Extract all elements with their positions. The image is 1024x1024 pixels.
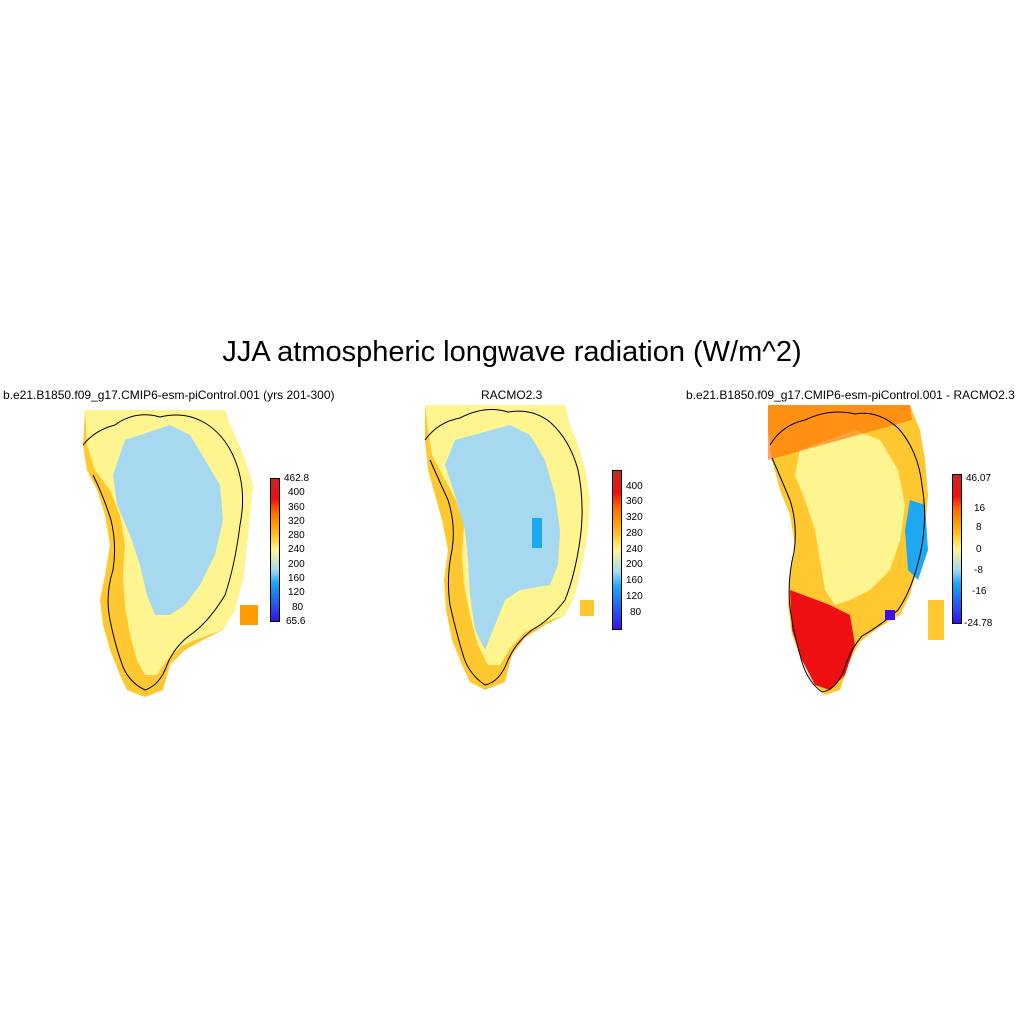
panel-1-cbar-label: 360 xyxy=(288,502,305,513)
panel-3-colorbar-gradient xyxy=(952,474,962,624)
panel-3-island xyxy=(928,600,944,640)
panel-1-cbar-label: 240 xyxy=(288,544,305,555)
panel-3-cbar-label: 16 xyxy=(974,503,986,514)
panel-1-cbar-label: 65.6 xyxy=(286,616,306,627)
panel-3-title: b.e21.B1850.f09_g17.CMIP6-esm-piControl.… xyxy=(686,388,1015,402)
panel-1-cbar-label: 200 xyxy=(288,559,305,570)
panel-3-cbar-label: -16 xyxy=(972,586,987,597)
panel-3-cbar-label: -8 xyxy=(974,565,983,576)
panel-2-cbar-label: 120 xyxy=(626,591,643,602)
panel-2-cbar-label: 400 xyxy=(626,481,643,492)
panel-3-east-cold xyxy=(905,500,928,580)
panel-2-cbar-label: 320 xyxy=(626,512,643,523)
panel-2-title: RACMO2.3 xyxy=(481,388,543,402)
panel-2-cbar-label: 280 xyxy=(626,528,643,539)
panel-1-cbar-label: 462.8 xyxy=(284,473,310,484)
panel-3-coastline xyxy=(769,411,926,693)
panel-2-coastline xyxy=(424,409,583,686)
panel-2-cbar-label: 80 xyxy=(630,607,642,618)
panel-3-light-zone xyxy=(795,430,905,605)
panel-3-cbar-label: 0 xyxy=(976,544,982,555)
panel-3-hot-south xyxy=(790,590,855,690)
panel-1-map xyxy=(82,410,258,697)
panel-1-cbar-label: 80 xyxy=(292,602,304,613)
panel-1-cbar-label: 320 xyxy=(288,516,305,527)
panel-2-cbar-label: 200 xyxy=(626,559,643,570)
panel-2-island xyxy=(580,600,594,616)
panel-2-cbar-label: 240 xyxy=(626,544,643,555)
panel-3-map xyxy=(768,405,944,695)
panel-1-island xyxy=(240,605,258,625)
panel-1-colorbar-gradient xyxy=(270,478,280,622)
panel-1-cbar-label: 160 xyxy=(288,573,305,584)
panel-2-cbar-label: 360 xyxy=(626,496,643,507)
panel-2-bright-patch xyxy=(532,518,542,548)
panel-2-cbar-label: 160 xyxy=(626,575,643,586)
panel-1-cbar-label: 280 xyxy=(288,530,305,541)
panel-3-north-stripe xyxy=(768,405,912,460)
panel-3-cbar-label: 8 xyxy=(976,522,982,533)
panel-3-cbar-label: 46.07 xyxy=(966,473,992,484)
panel-1-cbar-label: 400 xyxy=(288,487,305,498)
panel-3-cbar-label: -24.78 xyxy=(964,618,993,629)
panel-1-coastline xyxy=(82,414,244,691)
panel-2-colorbar-gradient xyxy=(612,470,622,630)
panel-2-interior-zone xyxy=(445,425,560,650)
panel-3-cold-cell xyxy=(885,610,895,620)
figure-title: JJA atmospheric longwave radiation (W/m^… xyxy=(222,336,802,368)
panel-1-cbar-label: 120 xyxy=(288,587,305,598)
panel-1-title: b.e21.B1850.f09_g17.CMIP6-esm-piControl.… xyxy=(3,388,335,402)
panel-2-map xyxy=(424,405,594,690)
panel-1-interior-zone xyxy=(113,425,223,615)
